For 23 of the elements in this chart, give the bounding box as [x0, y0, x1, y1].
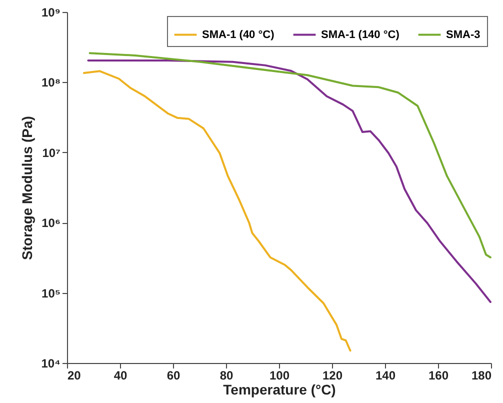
- x-tick-label: 100: [269, 368, 290, 382]
- y-tick-label: 10⁸: [41, 76, 60, 90]
- x-tick-label: 60: [166, 368, 180, 382]
- line-series: [88, 52, 492, 258]
- y-tick-label: 10⁴: [41, 356, 61, 370]
- y-tick-label: 10⁹: [41, 6, 60, 20]
- y-tick-label: 10⁶: [42, 216, 60, 230]
- x-tick-label: 160: [428, 368, 449, 382]
- legend-label: SMA-1 (140 °C): [321, 28, 400, 41]
- x-tick-label: 40: [114, 368, 128, 382]
- y-tick-label: 10⁷: [42, 146, 61, 160]
- x-tick-label: 180: [471, 368, 492, 382]
- x-tick-label: 20: [68, 368, 82, 382]
- legend-label: SMA-3: [446, 28, 480, 41]
- x-tick-label: 80: [220, 368, 234, 382]
- y-tick-label: 10⁵: [42, 286, 60, 300]
- legend-label: SMA-1 (40 °C): [202, 28, 275, 41]
- x-tick-label: 120: [322, 368, 343, 382]
- x-tick-label: 140: [375, 368, 396, 382]
- x-axis-title: Temperature (°C): [223, 382, 336, 398]
- line-series: [87, 59, 492, 303]
- y-axis-title: Storage Modulus (Pa): [19, 116, 36, 260]
- line-series: [82, 70, 352, 352]
